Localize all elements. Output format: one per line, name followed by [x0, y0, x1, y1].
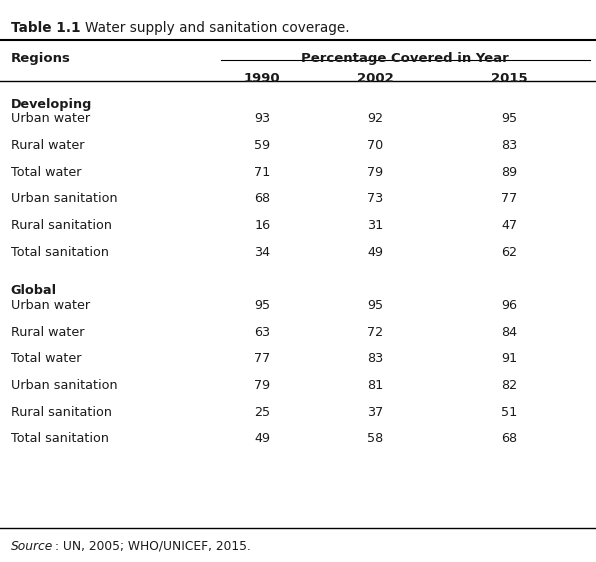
Text: Rural sanitation: Rural sanitation	[11, 406, 111, 419]
Text: Water supply and sanitation coverage.: Water supply and sanitation coverage.	[85, 21, 350, 35]
Text: 49: 49	[368, 246, 383, 259]
Text: 72: 72	[367, 325, 384, 339]
Text: Developing: Developing	[11, 98, 92, 111]
Text: 95: 95	[367, 299, 384, 312]
Text: 92: 92	[368, 112, 383, 125]
Text: 34: 34	[254, 246, 271, 259]
Text: Table 1.1: Table 1.1	[11, 21, 80, 35]
Text: 83: 83	[367, 352, 384, 365]
Text: 63: 63	[254, 325, 271, 339]
Text: Global: Global	[11, 284, 57, 297]
Text: Rural water: Rural water	[11, 325, 84, 339]
Text: 96: 96	[502, 299, 517, 312]
Text: 93: 93	[254, 112, 271, 125]
Text: : UN, 2005; WHO/UNICEF, 2015.: : UN, 2005; WHO/UNICEF, 2015.	[55, 540, 252, 552]
Text: 82: 82	[501, 379, 518, 392]
Text: 2015: 2015	[491, 72, 528, 85]
Text: Rural sanitation: Rural sanitation	[11, 219, 111, 232]
Text: 58: 58	[367, 433, 384, 446]
Text: Total sanitation: Total sanitation	[11, 433, 108, 446]
Text: Regions: Regions	[11, 52, 70, 65]
Text: 68: 68	[501, 433, 518, 446]
Text: 77: 77	[501, 192, 518, 206]
Text: Total sanitation: Total sanitation	[11, 246, 108, 259]
Text: 37: 37	[367, 406, 384, 419]
Text: 2002: 2002	[357, 72, 394, 85]
Text: 73: 73	[367, 192, 384, 206]
Text: 91: 91	[501, 352, 518, 365]
Text: 70: 70	[367, 139, 384, 152]
Text: Urban sanitation: Urban sanitation	[11, 192, 117, 206]
Text: 84: 84	[501, 325, 518, 339]
Text: 1990: 1990	[244, 72, 281, 85]
Text: Total water: Total water	[11, 166, 81, 179]
Text: 47: 47	[501, 219, 518, 232]
Text: 79: 79	[367, 166, 384, 179]
Text: 31: 31	[367, 219, 384, 232]
Text: 16: 16	[254, 219, 271, 232]
Text: 51: 51	[501, 406, 518, 419]
Text: Total water: Total water	[11, 352, 81, 365]
Text: 95: 95	[254, 299, 271, 312]
Text: Rural water: Rural water	[11, 139, 84, 152]
Text: 71: 71	[254, 166, 271, 179]
Text: Urban water: Urban water	[11, 299, 90, 312]
Text: 59: 59	[254, 139, 271, 152]
Text: 79: 79	[254, 379, 271, 392]
Text: Percentage Covered in Year: Percentage Covered in Year	[302, 52, 509, 65]
Text: 89: 89	[501, 166, 518, 179]
Text: Urban sanitation: Urban sanitation	[11, 379, 117, 392]
Text: 81: 81	[367, 379, 384, 392]
Text: 83: 83	[501, 139, 518, 152]
Text: 25: 25	[254, 406, 271, 419]
Text: 95: 95	[501, 112, 518, 125]
Text: 68: 68	[254, 192, 271, 206]
Text: Urban water: Urban water	[11, 112, 90, 125]
Text: Source: Source	[11, 540, 53, 552]
Text: 62: 62	[502, 246, 517, 259]
Text: 77: 77	[254, 352, 271, 365]
Text: 49: 49	[254, 433, 270, 446]
